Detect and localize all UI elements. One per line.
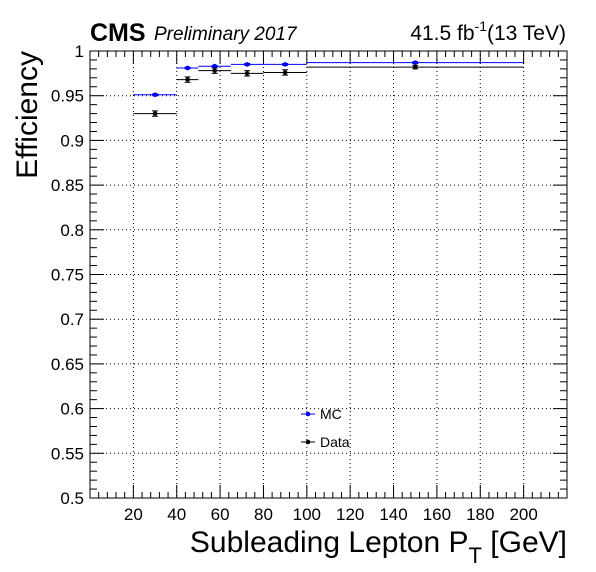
marker <box>185 65 190 71</box>
plot-frame <box>89 50 568 499</box>
y-tick-label: 0.7 <box>60 310 84 329</box>
y-tick-label: 0.65 <box>51 355 84 374</box>
axis-ticks <box>90 50 567 499</box>
x-tick-label: 60 <box>211 505 230 524</box>
y-tick-label: 0.8 <box>60 221 84 240</box>
y-tick-label: 0.85 <box>51 176 84 195</box>
series-mc <box>133 60 524 98</box>
marker <box>212 68 217 73</box>
marker <box>185 77 190 82</box>
data-point <box>176 65 199 71</box>
marker <box>412 60 418 65</box>
data-point <box>198 67 231 74</box>
y-tick-label: 0.55 <box>51 444 84 463</box>
legend-marker <box>305 439 311 445</box>
y-tick-label: 0.6 <box>60 400 84 419</box>
y-axis-title: Efficiency <box>11 51 44 179</box>
y-tick-label: 0.5 <box>60 489 84 508</box>
x-tick-label: 100 <box>293 505 321 524</box>
marker <box>282 70 288 75</box>
x-axis-title: Subleading Lepton PT [GeV] <box>190 526 567 568</box>
data-point <box>230 62 264 67</box>
legend-item-data: Data <box>301 434 350 450</box>
grid <box>90 51 567 498</box>
data-point <box>306 64 524 70</box>
data-point <box>133 110 177 117</box>
x-tick-label: 160 <box>423 505 451 524</box>
data-point <box>306 60 524 65</box>
legend-marker <box>305 411 311 417</box>
experiment-label: CMS <box>90 19 146 47</box>
y-tick-label: 0.95 <box>51 87 84 106</box>
x-tick-label: 80 <box>254 505 273 524</box>
marker <box>212 63 217 69</box>
x-tick-label: 40 <box>167 505 186 524</box>
tick-labels: 20 40 60 80 100 120 140 160 180 200 0.5 0.55 0.6 0.65… <box>51 42 538 524</box>
marker <box>244 62 250 67</box>
data-point <box>198 63 231 69</box>
x-axis-title-subscript: T <box>469 543 482 568</box>
y-tick-label: 1 <box>75 42 84 61</box>
data-point <box>263 69 307 76</box>
legend-label: Data <box>320 434 350 450</box>
x-tick-label: 180 <box>466 505 494 524</box>
marker <box>152 111 158 116</box>
legend-item-mc: MC <box>301 406 342 422</box>
x-axis-title-unit: [GeV] <box>482 526 567 559</box>
y-tick-label: 0.9 <box>60 131 84 150</box>
legend-label: MC <box>320 406 342 422</box>
series-data <box>133 64 524 117</box>
status-label: Preliminary 2017 <box>154 24 298 45</box>
data-point <box>263 62 307 67</box>
legend: MC Data <box>301 406 350 450</box>
data-series <box>133 60 524 117</box>
data-point <box>176 76 199 83</box>
x-axis-title-main: Subleading Lepton P <box>190 526 469 559</box>
x-tick-label: 120 <box>336 505 364 524</box>
y-tick-label: 0.75 <box>51 266 84 285</box>
marker <box>244 71 250 76</box>
lumi-exponent: -1 <box>475 18 488 34</box>
x-tick-label: 140 <box>379 505 407 524</box>
marker <box>282 62 288 67</box>
lumi-energy: (13 TeV) <box>487 22 566 45</box>
luminosity-label: 41.5 fb-1(13 TeV) <box>410 18 566 45</box>
data-point <box>230 70 264 77</box>
marker <box>152 92 158 98</box>
marker <box>412 64 418 70</box>
x-tick-label: 20 <box>124 505 143 524</box>
x-tick-label: 200 <box>509 505 537 524</box>
lumi-value: 41.5 fb <box>410 22 474 45</box>
data-point <box>133 92 177 98</box>
